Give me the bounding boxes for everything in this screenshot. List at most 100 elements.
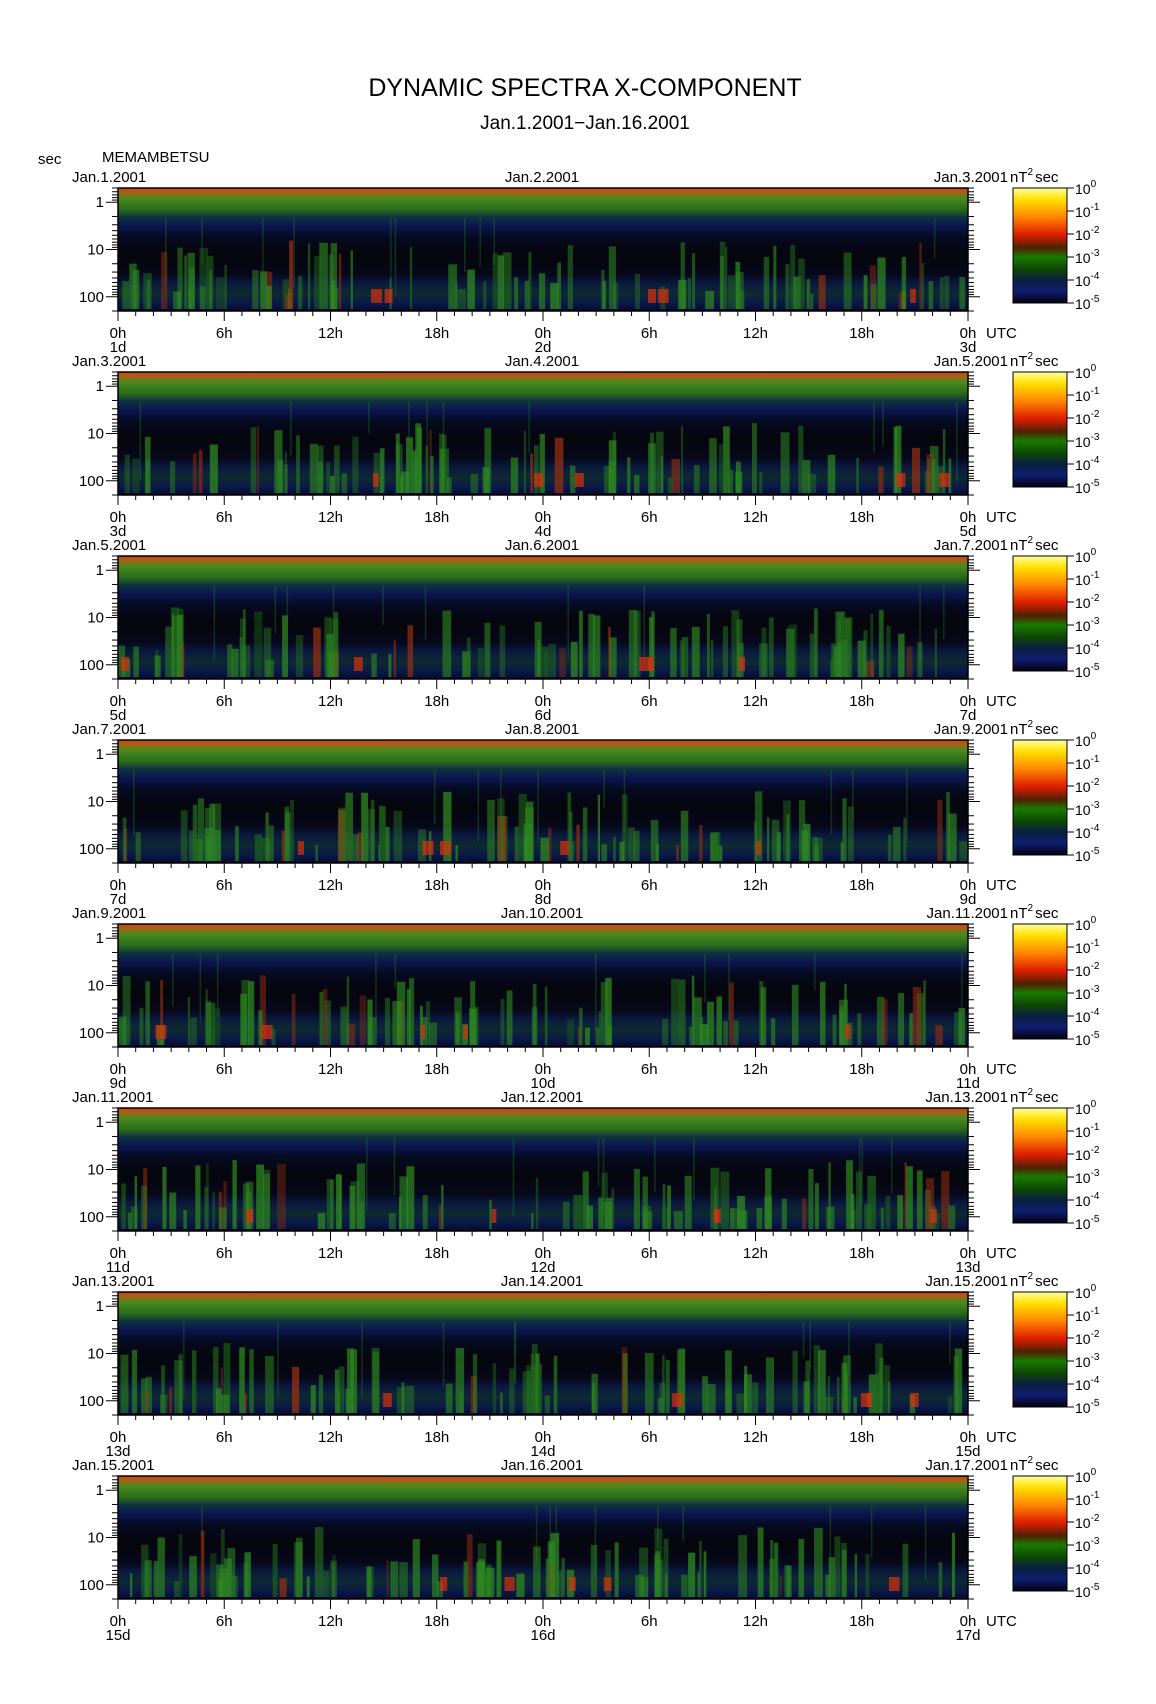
colorbar-tick-label: 100	[1075, 915, 1097, 933]
panel-date-mid: Jan.14.2001	[501, 1273, 584, 1290]
x-day-label-right: 5d	[960, 523, 977, 540]
x-day-label-mid: 4d	[535, 523, 552, 540]
x-tick-label: 12h	[743, 325, 768, 342]
x-tick-label: 18h	[849, 1061, 874, 1078]
x-tick-label: 0h	[535, 1061, 552, 1078]
x-tick-label: 0h	[960, 509, 977, 526]
panel-date-left: Jan.5.2001	[72, 537, 146, 554]
panel-date-right: Jan.9.2001	[934, 721, 1008, 738]
chart-title: DYNAMIC SPECTRA X-COMPONENT	[368, 74, 801, 102]
spectrogram-texture	[118, 954, 966, 1045]
spectrogram-panel-7: Jan.13.2001 Jan.14.2001 Jan.15.2001 1 10 100 0…	[72, 1271, 1100, 1460]
y-ticks	[106, 187, 980, 312]
colorbar-tick-label: 10-1	[1075, 1306, 1100, 1324]
x-tick-label: 0h	[535, 877, 552, 894]
spectrogram-image	[118, 556, 968, 679]
colorbar-tick-label: 10-3	[1075, 984, 1100, 1002]
colorbar-tick-label: 10-2	[1075, 777, 1100, 795]
x-tick-label: 6h	[216, 325, 233, 342]
panel-date-right: Jan.11.2001	[927, 905, 1008, 922]
utc-label: UTC	[986, 693, 1017, 710]
panel-date-left: Jan.15.2001	[72, 1457, 155, 1474]
panel-date-left: Jan.13.2001	[72, 1273, 155, 1290]
x-day-label-left: 11d	[106, 1259, 130, 1276]
colorbar-tick-label: 10-5	[1075, 1030, 1100, 1048]
colorbar-ticks	[1067, 187, 1074, 304]
x-tick-label: 6h	[641, 325, 658, 342]
x-tick-label: 18h	[849, 509, 874, 526]
colorbar-tick-label: 10-5	[1075, 1214, 1100, 1232]
spectrogram-panel-5: Jan.9.2001 Jan.10.2001 Jan.11.2001 1 10 100 0h…	[72, 903, 1100, 1092]
panel-date-left: Jan.11.2001	[72, 1089, 153, 1106]
x-tick-label: 12h	[743, 1429, 768, 1446]
x-tick-label: 6h	[216, 693, 233, 710]
colorbar-tick-label: 100	[1075, 1099, 1097, 1117]
x-tick-label: 0h	[960, 1613, 977, 1630]
colorbar-tick-label: 10-1	[1075, 386, 1100, 404]
x-day-label-mid: 6d	[535, 707, 552, 724]
colorbar-unit-label: nT2 sec	[1010, 351, 1059, 370]
colorbar-ticks	[1067, 739, 1074, 856]
x-tick-label: 12h	[318, 1245, 343, 1262]
x-day-label-left: 9d	[110, 1075, 127, 1092]
x-ticks	[117, 679, 969, 689]
colorbar-tick-label: 10-3	[1075, 1536, 1100, 1554]
spectrogram-texture	[124, 402, 958, 493]
colorbar-tick-label: 10-2	[1075, 1329, 1100, 1347]
x-tick-label: 18h	[424, 509, 449, 526]
colorbar	[1012, 1291, 1068, 1408]
x-tick-label: 0h	[110, 1061, 127, 1078]
x-tick-label: 12h	[318, 877, 343, 894]
spectrogram-panel-1: Jan.1.2001 Jan.2.2001 Jan.3.2001 1 10 100 0h 6h…	[72, 167, 1100, 356]
x-tick-label: 12h	[318, 509, 343, 526]
x-tick-label: 0h	[535, 1245, 552, 1262]
x-tick-label: 12h	[318, 1061, 343, 1078]
x-tick-label: 12h	[318, 693, 343, 710]
colorbar-tick-label: 10-5	[1075, 662, 1100, 680]
x-day-label-right: 9d	[960, 891, 977, 908]
panel-date-mid: Jan.16.2001	[501, 1457, 584, 1474]
x-tick-label: 0h	[110, 1429, 127, 1446]
x-day-label-mid: 12d	[530, 1259, 555, 1276]
panel-date-left: Jan.9.2001	[72, 905, 146, 922]
colorbar-tick-label: 10-3	[1075, 248, 1100, 266]
x-tick-label: 6h	[216, 1245, 233, 1262]
colorbar	[1012, 739, 1068, 856]
x-day-label-left: 1d	[110, 339, 127, 356]
panel-date-mid: Jan.4.2001	[505, 353, 579, 370]
panel-date-left: Jan.1.2001	[72, 169, 146, 186]
chart-subtitle: Jan.1.2001−Jan.16.2001	[480, 113, 690, 134]
y-tick-label: 1	[96, 930, 104, 947]
x-tick-label: 18h	[424, 1245, 449, 1262]
x-ticks	[117, 1231, 969, 1241]
y-tick-label: 10	[87, 426, 104, 443]
station-label: MEMAMBETSU	[102, 149, 210, 166]
spectrogram-panel-8: Jan.15.2001 Jan.16.2001 Jan.17.2001 1 10 100 0…	[72, 1455, 1100, 1644]
spectrogram-texture	[120, 1322, 963, 1413]
colorbar-unit-label: nT2 sec	[1010, 903, 1059, 922]
colorbar-unit-label: nT2 sec	[1010, 1087, 1059, 1106]
x-tick-label: 6h	[641, 877, 658, 894]
spectrogram-texture	[121, 1138, 956, 1229]
colorbar-tick-label: 10-4	[1075, 823, 1100, 841]
x-tick-label: 6h	[641, 1613, 658, 1630]
x-ticks	[117, 1599, 969, 1609]
x-tick-label: 18h	[424, 325, 449, 342]
x-day-label-mid: 14d	[530, 1443, 555, 1460]
x-tick-label: 0h	[960, 1429, 977, 1446]
x-tick-label: 18h	[849, 693, 874, 710]
y-tick-label: 100	[79, 657, 104, 674]
colorbar-tick-label: 10-3	[1075, 1168, 1100, 1186]
panel-date-right: Jan.3.2001	[934, 169, 1008, 186]
x-tick-label: 0h	[960, 1245, 977, 1262]
colorbar	[1012, 1475, 1068, 1592]
colorbar-tick-label: 100	[1075, 547, 1097, 565]
spectrogram-image	[118, 1292, 968, 1415]
x-tick-label: 12h	[743, 1613, 768, 1630]
utc-label: UTC	[986, 1245, 1017, 1262]
y-ticks	[106, 371, 980, 496]
colorbar	[1012, 555, 1068, 672]
y-tick-label: 1	[96, 746, 104, 763]
colorbar-tick-label: 10-2	[1075, 1145, 1100, 1163]
